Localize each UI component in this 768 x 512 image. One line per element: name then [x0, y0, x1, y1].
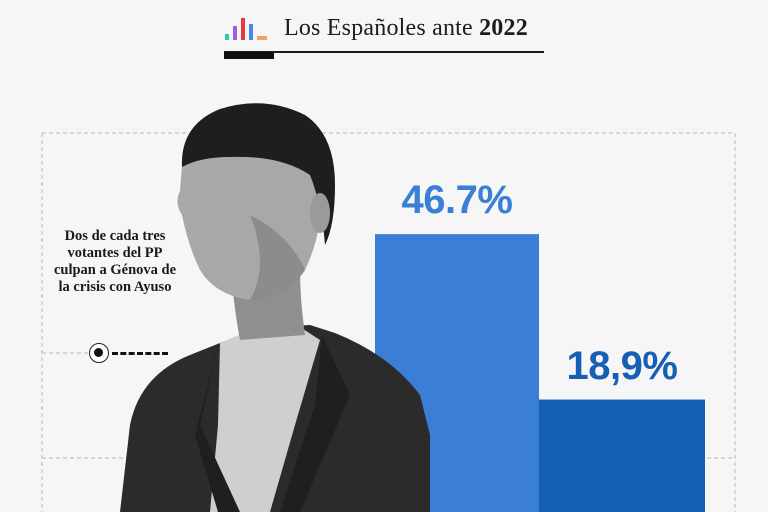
person-face-shadow — [250, 215, 305, 300]
header-rule-accent — [224, 52, 274, 59]
annotation-marker-icon — [89, 343, 109, 363]
person-photo — [120, 103, 430, 512]
header-title-text: Los Españoles ante — [284, 14, 473, 41]
person-shirt — [210, 327, 320, 512]
annotation-leader-line — [112, 352, 168, 355]
person-lapel-right — [280, 335, 350, 512]
bar-2 — [539, 399, 705, 512]
header-rule — [224, 51, 544, 53]
header: Los Españoles ante 2022 — [224, 12, 544, 44]
bar-value-label-1: 46.7% — [401, 178, 513, 223]
bar-value-label-2: 18,9% — [566, 343, 678, 388]
header-year: 2022 — [479, 14, 528, 41]
annotation-text: Dos de cada tres votantes del PP culpan … — [53, 228, 177, 295]
annotation-marker-dot — [94, 348, 103, 357]
person-lapel-left — [195, 345, 240, 512]
person-hair — [181, 103, 335, 245]
bar-chart-logo-icon — [225, 18, 267, 40]
header-title: Los Españoles ante 2022 — [284, 15, 528, 42]
person-ear — [310, 193, 330, 233]
